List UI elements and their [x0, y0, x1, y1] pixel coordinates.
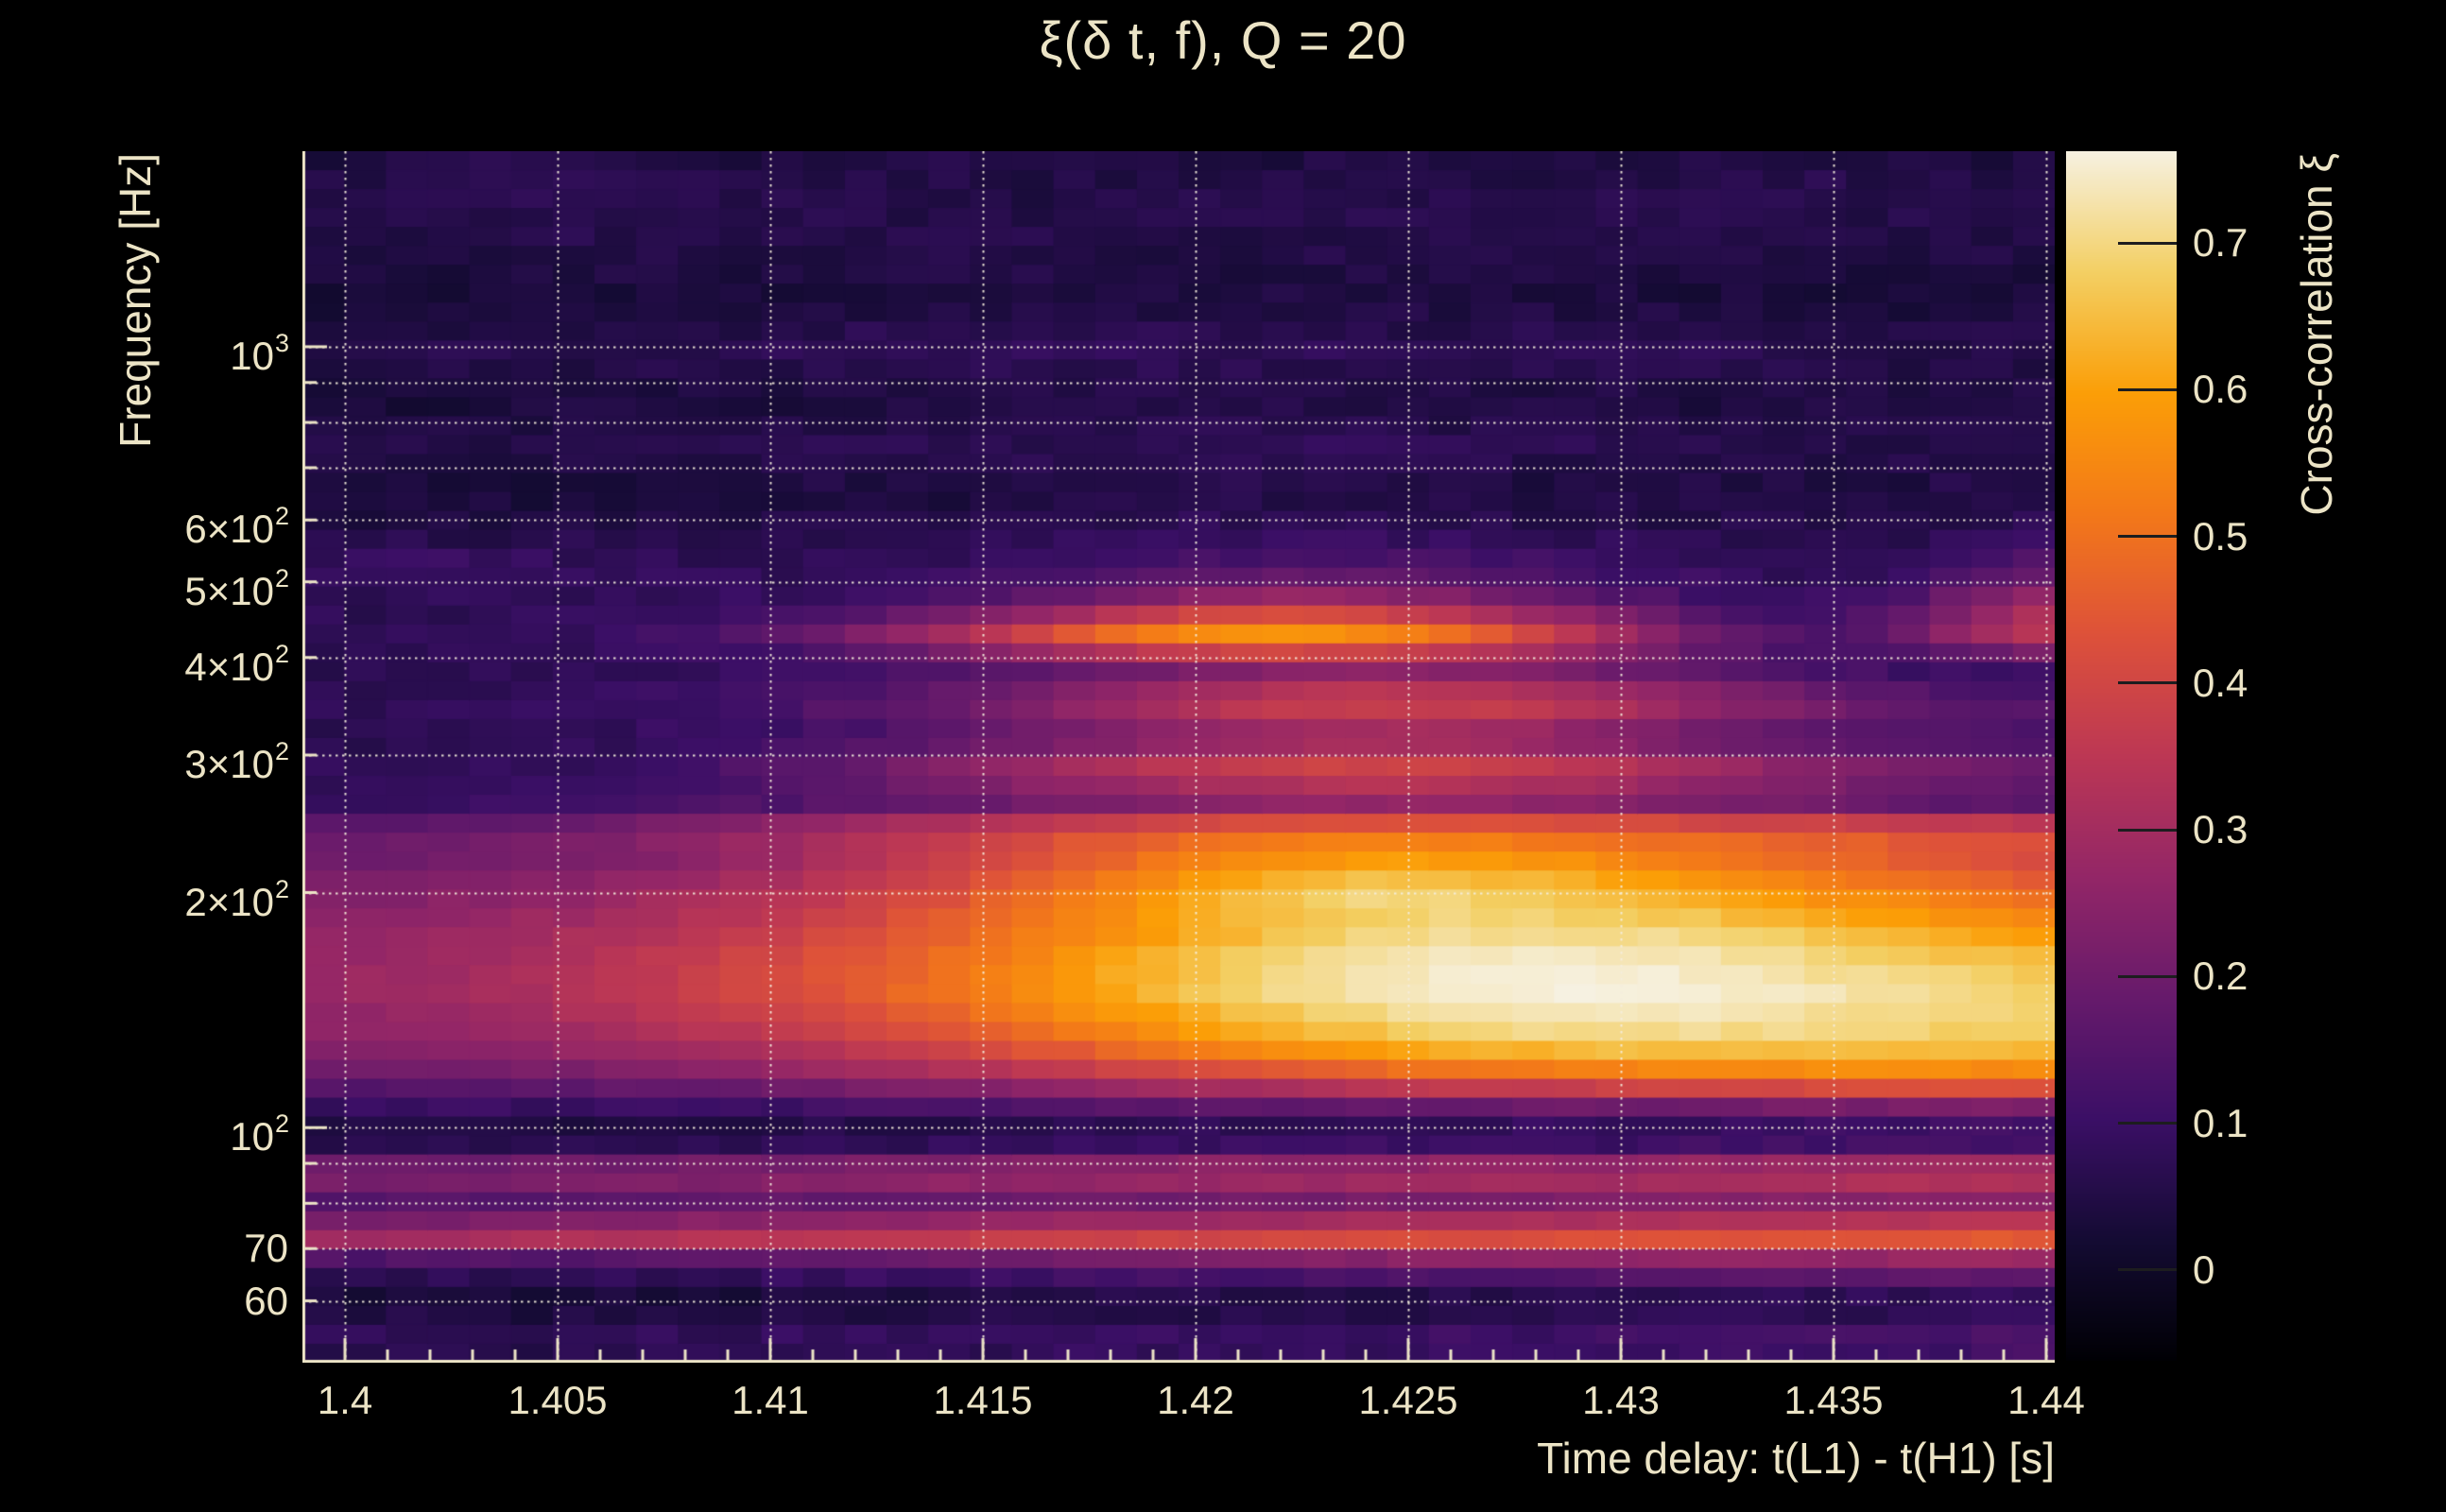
colorbar-tick [2118, 681, 2177, 685]
y-tick-label-500: 5×102 [184, 563, 289, 613]
heatmap-canvas [302, 151, 2055, 1363]
y-tick-label-1000: 103 [230, 328, 289, 378]
x-tick-label-1.42: 1.42 [1157, 1378, 1234, 1422]
colorbar-tick-label-0.7: 0.7 [2193, 220, 2248, 266]
y-tick-label-400: 4×102 [184, 639, 289, 689]
x-tick-label-1.405: 1.405 [508, 1378, 608, 1422]
colorbar-tick [2118, 828, 2177, 832]
y-tick-label-100: 102 [230, 1109, 289, 1160]
colorbar-tick-label-0.4: 0.4 [2193, 660, 2248, 705]
colorbar-tick-label-0.2: 0.2 [2193, 954, 2248, 999]
colorbar-tick-label-0.6: 0.6 [2193, 367, 2248, 412]
x-tick-label-1.4: 1.4 [317, 1378, 373, 1422]
x-tick-label-1.43: 1.43 [1582, 1378, 1660, 1422]
colorbar-tick [2118, 1122, 2177, 1125]
x-tick-label-1.44: 1.44 [2007, 1378, 2085, 1422]
colorbar-tick-label-0.1: 0.1 [2193, 1100, 2248, 1145]
colorbar-tick [2118, 535, 2177, 539]
x-tick-label-1.425: 1.425 [1358, 1378, 1458, 1422]
x-tick-label-1.41: 1.41 [732, 1378, 809, 1422]
x-tick-label-1.435: 1.435 [1783, 1378, 1884, 1422]
colorbar-canvas [2066, 151, 2177, 1361]
y-tick-label-200: 2×102 [184, 874, 289, 924]
colorbar-tick [2118, 387, 2177, 391]
y-tick-label-70: 70 [244, 1226, 288, 1271]
colorbar-tick [2118, 241, 2177, 245]
colorbar-tick-label-0.3: 0.3 [2193, 807, 2248, 851]
y-tick-label-300: 3×102 [184, 736, 289, 786]
colorbar-tick-label-0.5: 0.5 [2193, 513, 2248, 558]
y-axis-title: Frequency [Hz] [111, 153, 160, 448]
y-tick-label-60: 60 [244, 1278, 288, 1323]
colorbar-tick-label-0: 0 [2193, 1246, 2215, 1292]
x-axis-title: Time delay: t(L1) - t(H1) [s] [1537, 1434, 2055, 1483]
y-tick-label-600: 6×102 [184, 502, 289, 552]
colorbar-tick [2118, 974, 2177, 978]
colorbar-tick [2118, 1268, 2177, 1272]
plot-title: ξ(δ t, f), Q = 20 [1039, 10, 1407, 70]
colorbar-title: Cross-correlation ξ [2292, 153, 2341, 516]
x-tick-label-1.415: 1.415 [933, 1378, 1033, 1422]
